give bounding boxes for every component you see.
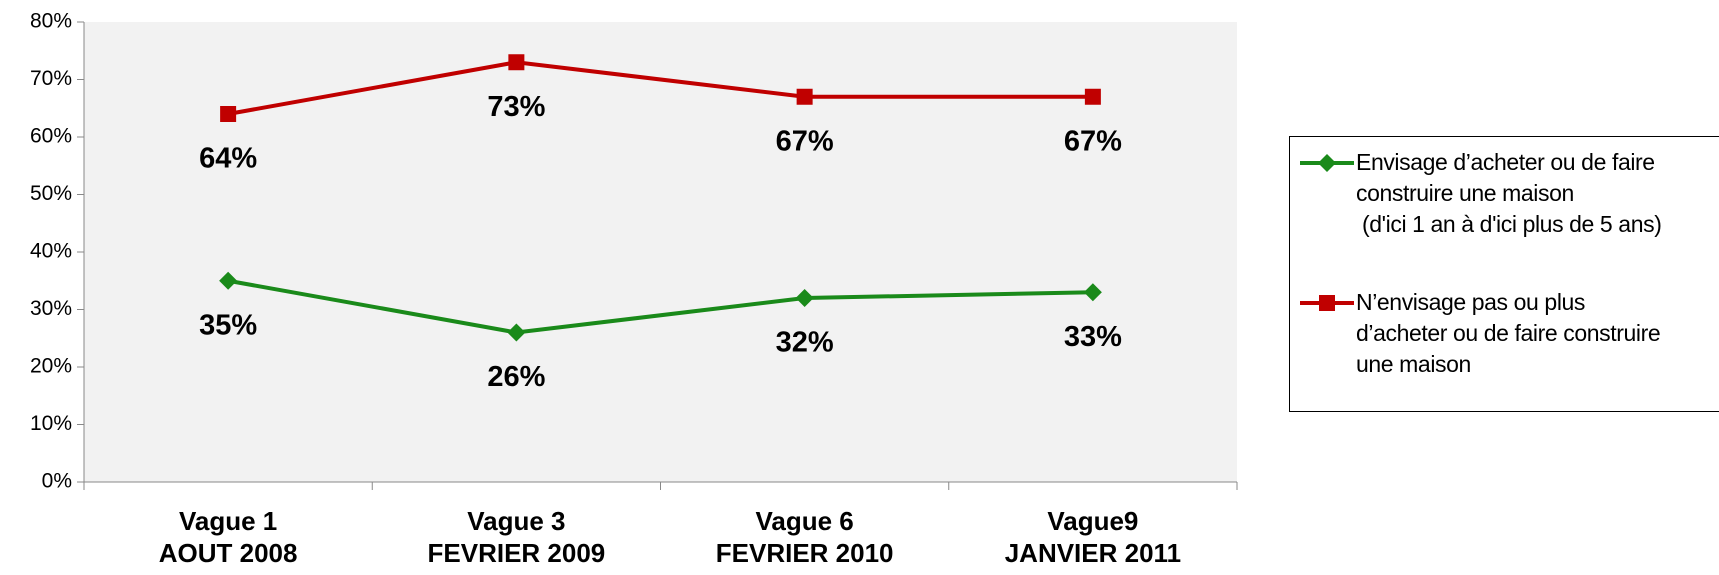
data-label: 26% [487,361,545,393]
legend-swatch [1300,154,1354,172]
marker [508,54,525,71]
x-tick-label: Vague 1 AOUT 2008 [158,506,298,568]
legend-label: Envisage d’acheter ou de faire construir… [1356,149,1662,237]
marker [1319,295,1335,311]
series-line [227,60,1093,116]
y-tick-label: 30% [30,297,72,320]
y-tick-label: 40% [30,240,72,263]
legend-swatch [1300,295,1354,311]
marker [1084,88,1101,105]
marker [1083,283,1102,302]
data-label: 32% [776,327,834,359]
plot-area [84,22,1237,482]
data-label: 67% [1064,125,1122,157]
marker [796,88,813,105]
legend: Envisage d’acheter ou de faire construir… [1289,136,1719,412]
data-label: 73% [487,91,545,123]
y-tick-label: 10% [30,412,72,435]
y-tick-label: 20% [30,355,72,378]
y-tick-label: 50% [30,182,72,205]
data-label: 33% [1064,321,1122,353]
y-tick-label: 70% [30,67,72,90]
y-tick-label: 60% [30,125,72,148]
data-label: 35% [199,309,257,341]
y-tick-label: 0% [42,470,72,493]
marker [220,106,237,122]
data-label: 67% [776,125,834,157]
marker [1318,154,1336,172]
marker [795,289,814,307]
marker [507,323,526,342]
marker [219,271,238,290]
data-label: 64% [199,143,257,175]
x-tick-label: Vague9 JANVIER 2011 [1004,506,1182,568]
legend-label: N’envisage pas ou plus d’acheter ou de f… [1356,289,1661,377]
x-tick-label: Vague 6 FEVRIER 2010 [715,506,894,568]
y-tick-label: 80% [30,10,72,33]
x-tick-label: Vague 3 FEVRIER 2009 [427,506,606,568]
series-line [227,278,1093,335]
